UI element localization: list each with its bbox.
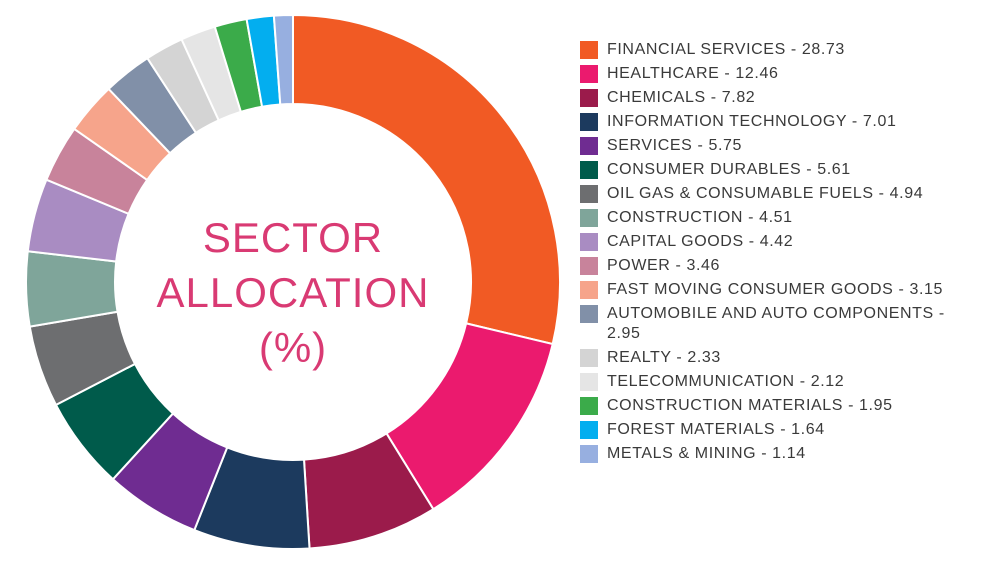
legend-label: METALS & MINING - 1.14 (607, 445, 806, 462)
legend-item: HEALTHCARE - 12.46 (580, 64, 980, 84)
legend-swatch (580, 233, 598, 251)
legend-item: CAPITAL GOODS - 4.42 (580, 232, 980, 252)
legend-swatch (580, 113, 598, 131)
legend-swatch (580, 137, 598, 155)
donut-slice (272, 13, 294, 106)
legend-label: CHEMICALS - 7.82 (607, 89, 756, 106)
legend-item: FINANCIAL SERVICES - 28.73 (580, 40, 980, 60)
legend-item: CONSTRUCTION MATERIALS - 1.95 (580, 396, 980, 416)
legend-label: FINANCIAL SERVICES - 28.73 (607, 41, 845, 58)
legend: FINANCIAL SERVICES - 28.73 HEALTHCARE - 1… (580, 40, 980, 468)
center-label-line: SECTOR (202, 214, 384, 261)
legend-swatch (580, 373, 598, 391)
legend-swatch (580, 185, 598, 203)
legend-label: HEALTHCARE - 12.46 (607, 65, 779, 82)
legend-item: SERVICES - 5.75 (580, 136, 980, 156)
legend-swatch (580, 281, 598, 299)
legend-swatch (580, 257, 598, 275)
legend-item: POWER - 3.46 (580, 256, 980, 276)
legend-swatch (580, 65, 598, 83)
legend-swatch (580, 445, 598, 463)
legend-label: FAST MOVING CONSUMER GOODS - 3.15 (607, 281, 944, 298)
legend-label: CONSTRUCTION - 4.51 (607, 209, 793, 226)
legend-item: TELECOMMUNICATION - 2.12 (580, 372, 980, 392)
legend-item: CONSUMER DURABLES - 5.61 (580, 160, 980, 180)
legend-label: SERVICES - 5.75 (607, 137, 742, 154)
legend-item: FAST MOVING CONSUMER GOODS - 3.15 (580, 280, 980, 300)
legend-label: TELECOMMUNICATION - 2.12 (607, 373, 845, 390)
legend-label: CONSUMER DURABLES - 5.61 (607, 161, 851, 178)
legend-swatch (580, 41, 598, 59)
legend-item: AUTOMOBILE AND AUTO COMPONENTS - 2.95 (580, 304, 980, 344)
legend-label: FOREST MATERIALS - 1.64 (607, 421, 825, 438)
legend-swatch (580, 209, 598, 227)
legend-item: METALS & MINING - 1.14 (580, 444, 980, 464)
legend-label: CAPITAL GOODS - 4.42 (607, 233, 794, 250)
legend-item: OIL GAS & CONSUMABLE FUELS - 4.94 (580, 184, 980, 204)
legend-item: CONSTRUCTION - 4.51 (580, 208, 980, 228)
legend-item: CHEMICALS - 7.82 (580, 88, 980, 108)
legend-label: POWER - 3.46 (607, 257, 721, 274)
legend-label: REALTY - 2.33 (607, 349, 721, 366)
legend-swatch (580, 397, 598, 415)
legend-swatch (580, 349, 598, 367)
legend-swatch (580, 161, 598, 179)
legend-swatch (580, 421, 598, 439)
legend-item: INFORMATION TECHNOLOGY - 7.01 (580, 112, 980, 132)
legend-swatch (580, 89, 598, 107)
donut-slice (292, 13, 561, 346)
legend-label: AUTOMOBILE AND AUTO COMPONENTS - 2.95 (607, 305, 945, 342)
center-label: SECTOR ALLOCATION (%) (113, 210, 473, 375)
legend-item: REALTY - 2.33 (580, 348, 980, 368)
center-label-line: ALLOCATION (156, 269, 430, 316)
legend-label: INFORMATION TECHNOLOGY - 7.01 (607, 113, 897, 130)
legend-label: CONSTRUCTION MATERIALS - 1.95 (607, 397, 893, 414)
legend-item: FOREST MATERIALS - 1.64 (580, 420, 980, 440)
legend-label: OIL GAS & CONSUMABLE FUELS - 4.94 (607, 185, 924, 202)
legend-swatch (580, 305, 598, 323)
center-label-line: (%) (258, 324, 328, 371)
